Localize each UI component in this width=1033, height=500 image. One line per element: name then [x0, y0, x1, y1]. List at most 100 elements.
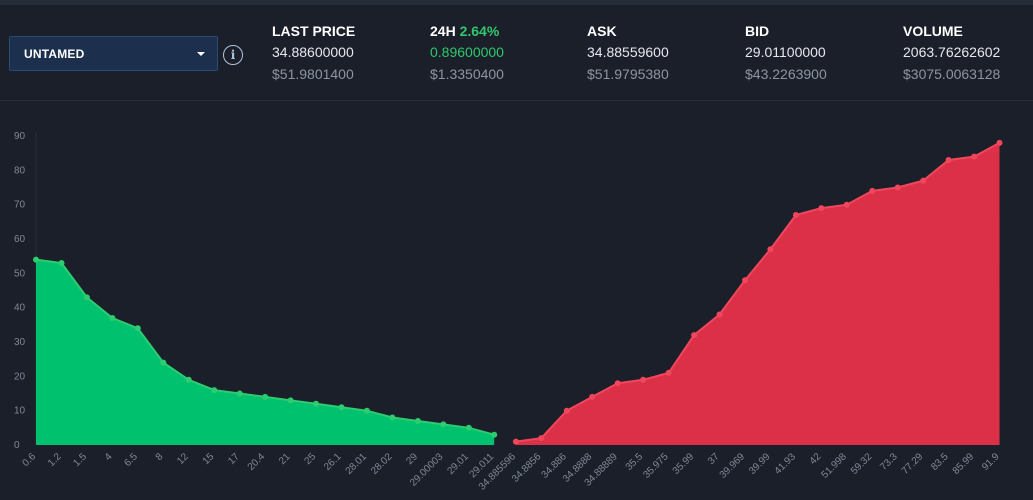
ask-point	[716, 311, 723, 318]
top-strip	[0, 0, 1033, 5]
ask-x-tick-label: 91.9	[980, 451, 1002, 473]
bid-x-tick-label: 15	[201, 451, 217, 467]
bid-x-tick-label: 20.4	[246, 451, 268, 473]
stat-24h-value: 0.89600000	[430, 44, 504, 60]
bid-x-tick-label: 8	[154, 451, 166, 463]
ask-depth-line	[515, 142, 1000, 443]
bid-point	[160, 359, 167, 366]
bid-x-tick-label: 26.1	[322, 451, 344, 473]
ask-point	[869, 187, 876, 194]
market-header: UNTAMED i LAST PRICE 34.88600000 $51.980…	[0, 5, 1033, 101]
stat-24h: 24H 2.64% 0.89600000 $1.3350400	[430, 21, 580, 85]
bid-point	[134, 325, 141, 332]
bid-point	[465, 424, 472, 431]
stat-bid-usd: $43.2263900	[745, 66, 827, 82]
ask-x-tick-label: 41.93	[773, 451, 799, 477]
bid-point	[363, 407, 370, 414]
ask-point	[640, 376, 647, 383]
ask-point	[512, 438, 519, 445]
ask-point	[589, 393, 596, 400]
ask-point	[894, 184, 901, 191]
ask-depth-area	[515, 142, 1000, 445]
bid-x-tick-label: 17	[226, 451, 242, 467]
y-tick-label: 60	[14, 234, 26, 245]
bid-point	[389, 414, 396, 421]
ask-point	[742, 277, 748, 284]
ask-point	[945, 157, 952, 163]
bid-point	[185, 376, 192, 383]
ask-x-tick-label: 37	[706, 451, 722, 467]
bid-x-tick-label: 25	[302, 451, 318, 467]
bid-point	[262, 393, 269, 400]
bid-depth-area	[36, 259, 495, 445]
stat-volume-value: 2063.76262602	[903, 44, 1001, 60]
y-tick-label: 10	[14, 406, 26, 417]
bid-point	[109, 315, 116, 321]
stat-last-price-usd: $51.9801400	[272, 66, 354, 82]
ask-x-tick-label: 35.975	[641, 451, 671, 481]
y-tick-label: 40	[14, 303, 26, 314]
ask-point	[538, 435, 545, 442]
market-selector[interactable]: UNTAMED	[9, 36, 218, 71]
bid-x-tick-label: 12	[175, 451, 191, 467]
ask-x-tick-label: 51.998	[820, 451, 850, 481]
y-tick-label: 20	[14, 371, 26, 382]
bid-x-tick-label: 1.5	[71, 451, 89, 469]
stat-ask: ASK 34.88559600 $51.9795380	[587, 21, 737, 85]
ask-point	[971, 153, 978, 160]
stat-24h-usd: $1.3350400	[430, 66, 504, 82]
bid-point	[58, 260, 65, 266]
stat-bid: BID 29.01100000 $43.2263900	[745, 21, 895, 85]
bid-x-tick-label: 28.02	[369, 451, 395, 477]
bid-point	[491, 431, 498, 438]
chevron-down-icon	[197, 51, 205, 56]
ask-x-tick-label: 39.99	[747, 451, 773, 477]
ask-x-tick-label: 39.969	[718, 451, 748, 481]
y-tick-label: 80	[14, 165, 26, 176]
bid-point	[83, 294, 90, 301]
bid-x-tick-label: 4	[103, 451, 115, 463]
ask-point	[996, 139, 1003, 146]
ask-x-tick-label: 73.3	[878, 451, 900, 473]
ask-point	[792, 212, 799, 218]
ask-x-tick-label: 34.8856	[510, 451, 544, 485]
bid-point	[440, 421, 447, 428]
bid-x-tick-label: 6.5	[122, 451, 140, 469]
bid-x-tick-label: 29	[404, 451, 420, 467]
stat-last-price-title: LAST PRICE	[272, 23, 356, 39]
info-icon[interactable]: i	[223, 45, 243, 65]
y-tick-label: 30	[14, 337, 26, 348]
ask-x-tick-label: 35.5	[624, 451, 646, 473]
stat-last-price-value: 34.88600000	[272, 44, 354, 60]
ask-point	[920, 177, 927, 184]
ask-point	[767, 246, 774, 253]
stat-ask-title: ASK	[587, 23, 617, 39]
ask-x-tick-label: 77.29	[900, 451, 926, 477]
ask-x-tick-label: 83.5	[929, 451, 951, 473]
stat-bid-title: BID	[745, 23, 770, 39]
ask-x-tick-label: 42	[808, 451, 824, 467]
ask-point	[665, 369, 672, 376]
stat-volume-title: VOLUME	[903, 23, 963, 39]
y-tick-label: 50	[14, 268, 26, 279]
ask-point	[843, 201, 850, 208]
stat-24h-percent: 2.64%	[459, 23, 500, 39]
bid-point	[414, 418, 421, 424]
stat-volume: VOLUME 2063.76262602 $3075.0063128	[903, 21, 1033, 85]
bid-x-tick-label: 28.01	[344, 451, 370, 477]
bid-point	[33, 256, 39, 263]
bid-point	[211, 387, 218, 394]
market-selector-label: UNTAMED	[24, 46, 85, 61]
ask-point	[691, 332, 698, 339]
stat-volume-usd: $3075.0063128	[903, 66, 1001, 82]
ask-point	[563, 407, 570, 414]
y-tick-label: 70	[14, 200, 26, 211]
bid-point	[313, 400, 319, 407]
stat-ask-usd: $51.9795380	[587, 66, 669, 82]
y-tick-label: 90	[14, 131, 26, 142]
stat-24h-title: 24H 2.64%	[430, 21, 580, 41]
stat-ask-value: 34.88559600	[587, 44, 669, 60]
ask-x-tick-label: 85.99	[951, 451, 977, 477]
bid-point	[287, 397, 294, 404]
